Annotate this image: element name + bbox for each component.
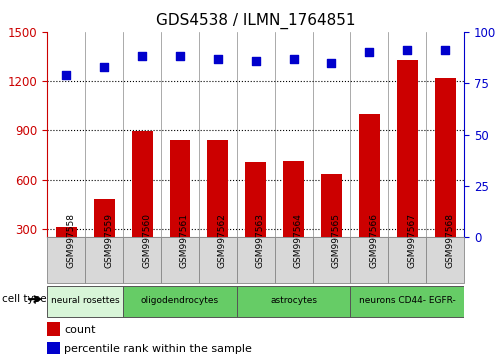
Bar xyxy=(246,162,266,278)
FancyBboxPatch shape xyxy=(199,237,237,283)
Text: GSM997564: GSM997564 xyxy=(293,213,302,268)
Point xyxy=(62,72,70,78)
Bar xyxy=(47,322,60,336)
Text: GSM997565: GSM997565 xyxy=(331,213,340,268)
Point xyxy=(327,60,335,65)
Bar xyxy=(208,140,228,278)
Bar xyxy=(94,199,115,278)
Text: GSM997563: GSM997563 xyxy=(255,213,265,268)
Bar xyxy=(132,131,153,278)
Point xyxy=(365,50,373,55)
Text: cell type: cell type xyxy=(2,294,47,304)
Text: GSM997568: GSM997568 xyxy=(445,213,454,268)
Text: percentile rank within the sample: percentile rank within the sample xyxy=(64,344,252,354)
Text: GSM997566: GSM997566 xyxy=(369,213,378,268)
FancyBboxPatch shape xyxy=(274,237,312,283)
FancyBboxPatch shape xyxy=(388,237,426,283)
FancyBboxPatch shape xyxy=(237,286,350,317)
FancyBboxPatch shape xyxy=(85,237,123,283)
Title: GDS4538 / ILMN_1764851: GDS4538 / ILMN_1764851 xyxy=(156,13,355,29)
Point xyxy=(441,47,449,53)
Text: oligodendrocytes: oligodendrocytes xyxy=(141,296,219,306)
Point xyxy=(138,54,146,59)
Point xyxy=(100,64,108,70)
Text: neurons CD44- EGFR-: neurons CD44- EGFR- xyxy=(359,296,456,306)
Bar xyxy=(47,342,60,354)
Bar xyxy=(397,60,418,278)
Bar xyxy=(56,227,77,278)
Point xyxy=(214,56,222,61)
Point xyxy=(176,54,184,59)
Text: neural rosettes: neural rosettes xyxy=(51,296,120,306)
FancyBboxPatch shape xyxy=(350,286,464,317)
FancyBboxPatch shape xyxy=(426,237,464,283)
Text: astrocytes: astrocytes xyxy=(270,296,317,306)
Point xyxy=(251,58,259,63)
FancyBboxPatch shape xyxy=(47,237,85,283)
FancyBboxPatch shape xyxy=(350,237,388,283)
Bar xyxy=(359,114,380,278)
Bar xyxy=(435,78,456,278)
Point xyxy=(403,47,411,53)
FancyBboxPatch shape xyxy=(312,237,350,283)
FancyBboxPatch shape xyxy=(123,237,161,283)
Text: GSM997559: GSM997559 xyxy=(104,213,113,268)
Text: GSM997558: GSM997558 xyxy=(66,213,75,268)
Text: GSM997562: GSM997562 xyxy=(218,213,227,268)
FancyBboxPatch shape xyxy=(237,237,274,283)
Text: GSM997561: GSM997561 xyxy=(180,213,189,268)
Point xyxy=(289,56,297,61)
FancyBboxPatch shape xyxy=(161,237,199,283)
Bar xyxy=(170,140,191,278)
Bar xyxy=(321,174,342,278)
Text: GSM997567: GSM997567 xyxy=(407,213,416,268)
FancyBboxPatch shape xyxy=(47,286,123,317)
Text: count: count xyxy=(64,325,96,335)
Bar xyxy=(283,161,304,278)
FancyBboxPatch shape xyxy=(123,286,237,317)
Text: GSM997560: GSM997560 xyxy=(142,213,151,268)
